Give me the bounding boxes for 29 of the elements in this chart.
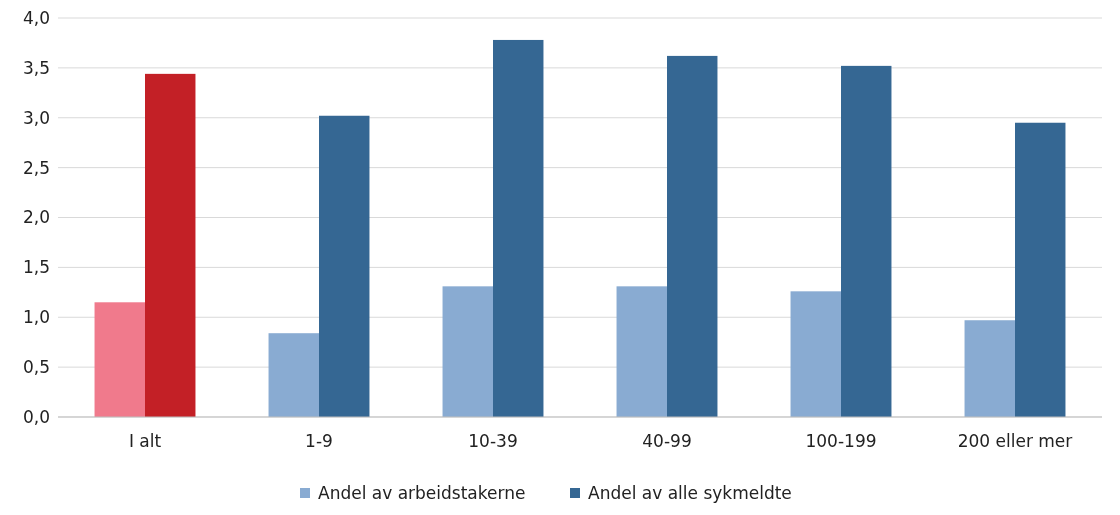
x-tick-label: 10-39 xyxy=(468,431,518,451)
x-tick-label: I alt xyxy=(128,431,162,451)
y-tick-label: 0,5 xyxy=(22,357,50,378)
y-tick-label: 3,5 xyxy=(22,57,50,78)
bar xyxy=(145,73,196,417)
y-tick-label: 4,0 xyxy=(22,7,50,28)
y-tick-label: 2,0 xyxy=(22,207,50,228)
legend-label: Andel av arbeidstakerne xyxy=(318,483,526,503)
bar xyxy=(319,115,370,417)
y-tick-label: 0,0 xyxy=(22,406,50,427)
y-tick-label: 1,0 xyxy=(22,307,50,328)
bar xyxy=(964,320,1015,417)
y-tick-label: 1,5 xyxy=(22,257,50,278)
x-tick-label: 100-199 xyxy=(805,431,877,451)
bar xyxy=(442,286,493,417)
x-tick-label: 1-9 xyxy=(305,431,333,451)
bar xyxy=(268,333,319,417)
legend-label: Andel av alle sykmeldte xyxy=(588,483,792,503)
y-tick-label: 2,5 xyxy=(22,157,50,178)
bar xyxy=(94,302,145,417)
x-tick-label: 200 eller mer xyxy=(957,431,1073,451)
bar xyxy=(841,65,892,417)
y-tick-label: 3,0 xyxy=(22,107,50,128)
bar xyxy=(1015,122,1066,417)
x-tick-label: 40-99 xyxy=(642,431,692,451)
bar xyxy=(667,55,718,417)
bar xyxy=(616,286,667,417)
bar xyxy=(493,39,544,417)
bar xyxy=(790,291,841,417)
